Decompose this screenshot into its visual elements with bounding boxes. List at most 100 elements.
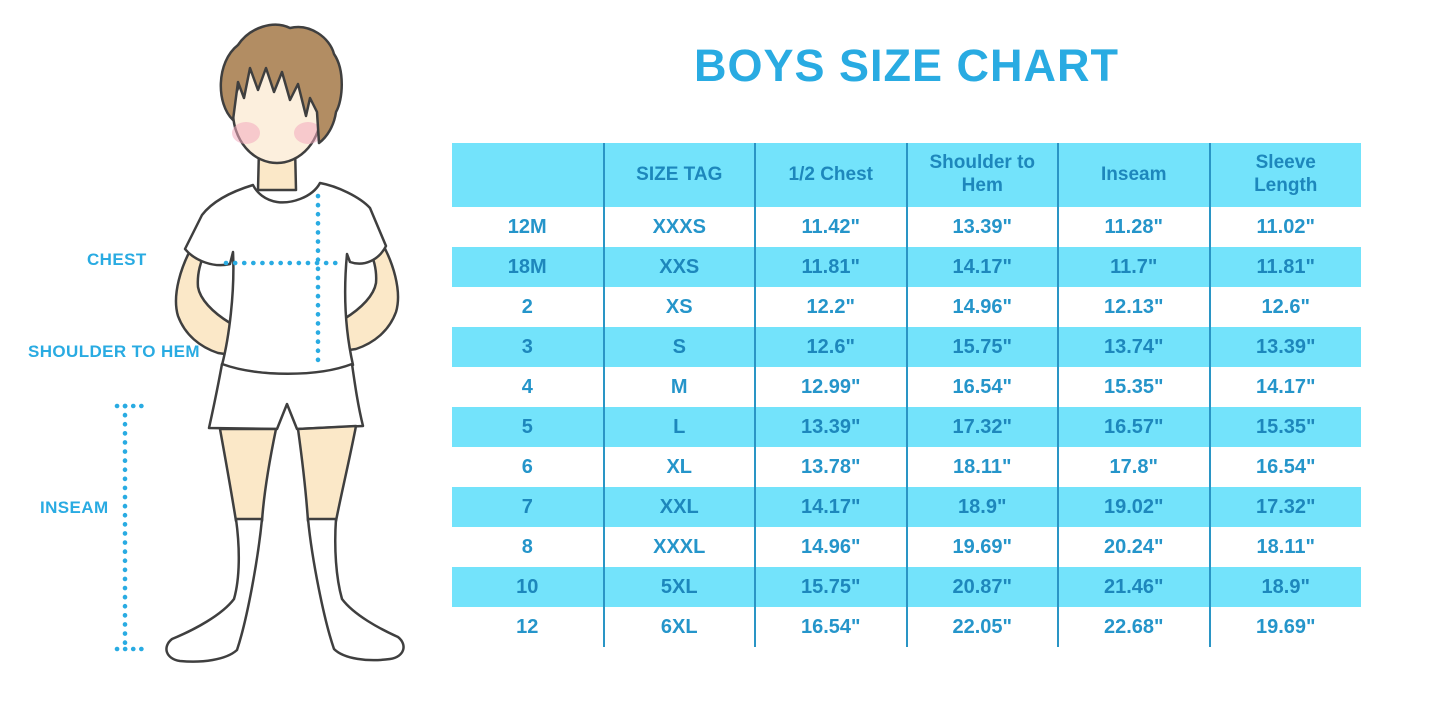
cell-half-chest: 14.17" [754, 487, 907, 527]
right-sock [306, 517, 405, 662]
inseam-label: INSEAM [40, 498, 109, 517]
cell-size-tag: M [602, 367, 755, 407]
cell-size: 12M [507, 215, 547, 238]
boy-measurement-figure: CHEST SHOULDER TO HEM INSEAM [0, 0, 450, 723]
cell-shoulder-to-hem: 22.05" [905, 607, 1058, 647]
header-row: SIZE TAG 1/2 Chest Shoulder to Hem Insea… [452, 143, 1361, 207]
cell-size-tag: XXL [602, 487, 755, 527]
cell-inseam: 13.74" [1057, 327, 1210, 367]
cell-size-tag: L [602, 407, 755, 447]
cell-sleeve-length: 19.69" [1208, 607, 1361, 647]
cell-sleeve-length: 12.6" [1208, 287, 1361, 327]
cell-half-chest: 12.6" [754, 327, 907, 367]
table-row: 8 XXXL 14.96" 19.69" 20.24" 18.11" [452, 527, 1361, 567]
left-cheek [232, 122, 260, 144]
col-header-shoulder-to-hem: Shoulder to Hem [905, 143, 1058, 207]
table-row: 10 5XL 15.75" 20.87" 21.46" 18.9" [452, 567, 1361, 607]
cell-size: 5 [452, 407, 604, 447]
hair [219, 23, 343, 145]
cell-shoulder-to-hem: 20.87" [905, 567, 1058, 607]
right-cheek [294, 122, 322, 144]
table-row: 12M XXXS 11.42" 13.39" 11.28" 11.02" [452, 207, 1361, 247]
table-row: 3 S 12.6" 15.75" 13.74" 13.39" [452, 327, 1361, 367]
cell-inseam: 16.57" [1057, 407, 1210, 447]
cell-size-tag: XS [602, 287, 755, 327]
cell-size: 7 [452, 487, 604, 527]
cell-sleeve-length: 18.11" [1208, 527, 1361, 567]
cell-sleeve-length: 16.54" [1208, 447, 1361, 487]
table-row: 7 XXL 14.17" 18.9" 19.02" 17.32" [452, 487, 1361, 527]
cell-half-chest: 12.99" [754, 367, 907, 407]
t-shirt [183, 181, 388, 376]
cell-shoulder-to-hem: 16.54" [905, 367, 1058, 407]
cell-inseam: 20.24" [1057, 527, 1210, 567]
cell-size: 12 [516, 615, 539, 638]
cell-inseam: 12.13" [1057, 287, 1210, 327]
boy-illustration [114, 23, 405, 663]
cell-size: 4 [521, 375, 533, 398]
cell-half-chest: 13.78" [754, 447, 907, 487]
cell-size: 8 [521, 535, 533, 558]
cell-sleeve-length: 14.17" [1208, 367, 1361, 407]
cell-shoulder-to-hem: 19.69" [905, 527, 1058, 567]
cell-shoulder-to-hem: 17.32" [905, 407, 1058, 447]
table-row: 2 XS 12.2" 14.96" 12.13" 12.6" [452, 287, 1361, 327]
cell-sleeve-length: 11.81" [1208, 247, 1361, 287]
cell-sleeve-length: 17.32" [1208, 487, 1361, 527]
cell-shoulder-to-hem: 18.9" [905, 487, 1058, 527]
table-row: 4 M 12.99" 16.54" 15.35" 14.17" [452, 367, 1361, 407]
cell-half-chest: 11.81" [754, 247, 907, 287]
right-leg [296, 424, 358, 523]
cell-shoulder-to-hem: 15.75" [905, 327, 1058, 367]
cell-sleeve-length: 11.02" [1208, 207, 1361, 247]
chest-label: CHEST [87, 250, 147, 269]
table-row: 12 6XL 16.54" 22.05" 22.68" 19.69" [452, 607, 1361, 647]
cell-size-tag: XL [602, 447, 755, 487]
cell-size-tag: 5XL [602, 567, 755, 607]
cell-shoulder-to-hem: 14.17" [905, 247, 1058, 287]
cell-size-tag: XXS [602, 247, 755, 287]
cell-sleeve-length: 15.35" [1208, 407, 1361, 447]
page-title: BOYS SIZE CHART [693, 40, 1120, 91]
left-leg [218, 427, 278, 523]
size-table: SIZE TAG 1/2 Chest Shoulder to Hem Insea… [452, 143, 1361, 647]
col-header-inseam: Inseam [1057, 143, 1210, 207]
cell-shoulder-to-hem: 14.96" [905, 287, 1058, 327]
cell-half-chest: 16.54" [754, 607, 907, 647]
col-header-half-chest: 1/2 Chest [754, 143, 907, 207]
table-row: 5 L 13.39" 17.32" 16.57" 15.35" [452, 407, 1361, 447]
col-header-size-tag: SIZE TAG [602, 143, 755, 207]
col-header-size [452, 143, 604, 207]
cell-inseam: 21.46" [1057, 567, 1210, 607]
cell-inseam: 11.7" [1057, 247, 1210, 287]
cell-size-tag: S [602, 327, 755, 367]
size-table-body: 12M XXXS 11.42" 13.39" 11.28" 11.02" 18M… [452, 207, 1361, 647]
cell-size-tag: 6XL [602, 607, 755, 647]
left-sock [165, 517, 264, 663]
table-row: 6 XL 13.78" 18.11" 17.8" 16.54" [452, 447, 1361, 487]
cell-size-tag: XXXL [602, 527, 755, 567]
table-row: 18M XXS 11.81" 14.17" 11.7" 11.81" [452, 247, 1361, 287]
col-header-sleeve-length: Sleeve Length [1208, 143, 1361, 207]
cell-sleeve-length: 13.39" [1208, 327, 1361, 367]
cell-inseam: 15.35" [1057, 367, 1210, 407]
cell-size: 18M [452, 247, 604, 287]
cell-size: 10 [452, 567, 604, 607]
cell-half-chest: 11.42" [754, 207, 907, 247]
cell-size: 6 [521, 455, 533, 478]
cell-sleeve-length: 18.9" [1208, 567, 1361, 607]
cell-size: 2 [521, 295, 533, 318]
size-table-header: SIZE TAG 1/2 Chest Shoulder to Hem Insea… [452, 143, 1361, 207]
cell-half-chest: 14.96" [754, 527, 907, 567]
shoulder-to-hem-label: SHOULDER TO HEM [28, 342, 200, 361]
shorts [207, 362, 365, 431]
cell-half-chest: 12.2" [754, 287, 907, 327]
cell-inseam: 22.68" [1057, 607, 1210, 647]
cell-inseam: 19.02" [1057, 487, 1210, 527]
cell-inseam: 11.28" [1057, 207, 1210, 247]
cell-shoulder-to-hem: 13.39" [905, 207, 1058, 247]
cell-shoulder-to-hem: 18.11" [905, 447, 1058, 487]
cell-half-chest: 13.39" [754, 407, 907, 447]
cell-inseam: 17.8" [1057, 447, 1210, 487]
